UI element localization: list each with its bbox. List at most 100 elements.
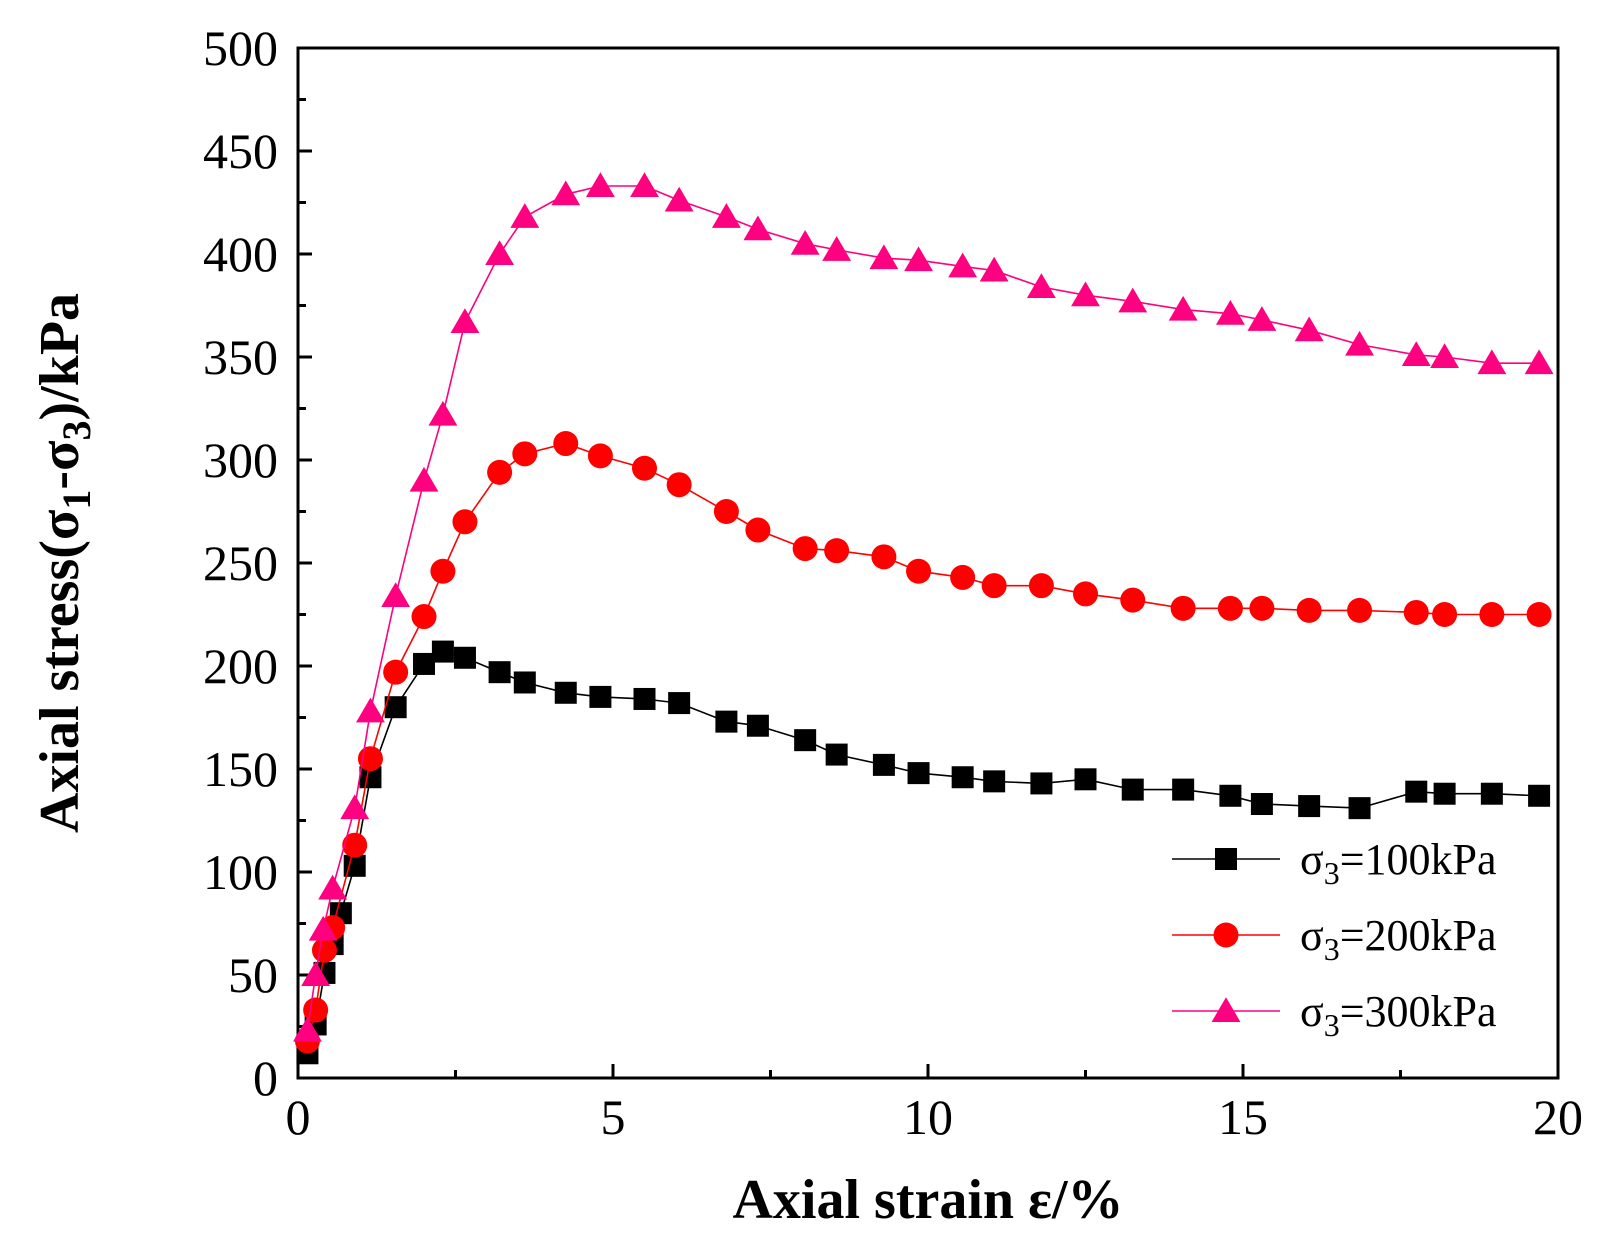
x-axis-title: Axial strain ε/% <box>732 1169 1123 1231</box>
data-point-triangle <box>381 582 411 607</box>
data-point-triangle <box>904 246 933 272</box>
data-point-square <box>1433 782 1456 805</box>
y-tick-label: 200 <box>203 638 278 694</box>
data-point-circle <box>1526 602 1552 627</box>
x-tick-label: 0 <box>286 1089 311 1145</box>
data-point-triangle <box>340 794 370 820</box>
data-point-triangle <box>1071 281 1100 307</box>
data-point-triangle <box>1247 306 1277 331</box>
y-tick-label: 50 <box>228 947 278 1003</box>
data-point-square <box>431 640 454 663</box>
data-point-triangle <box>743 215 773 241</box>
y-tick-label: 100 <box>203 844 278 900</box>
data-point-triangle <box>551 180 581 206</box>
data-point-triangle <box>1524 349 1554 375</box>
data-point-triangle <box>1118 287 1148 313</box>
y-tick-label: 0 <box>253 1050 278 1106</box>
data-point-square <box>1348 797 1371 820</box>
legend-label-value: =100kPa <box>1340 835 1497 884</box>
data-point-circle <box>587 443 613 469</box>
data-point-square <box>983 770 1006 793</box>
data-point-triangle <box>485 240 515 265</box>
data-point-triangle <box>1401 341 1431 366</box>
data-point-square <box>513 671 536 694</box>
data-point-circle <box>1347 597 1373 623</box>
legend-label-subscript: 3 <box>1324 1007 1340 1043</box>
data-point-square <box>1030 772 1053 795</box>
legend-item: σ3=300kPa <box>1172 987 1497 1043</box>
data-point-circle <box>871 544 897 570</box>
legend-item: σ3=100kPa <box>1172 835 1497 891</box>
data-point-triangle <box>869 244 899 270</box>
series-triangle <box>293 172 1554 1042</box>
data-point-square <box>715 710 738 733</box>
data-point-circle <box>632 455 657 481</box>
data-point-square <box>453 646 476 669</box>
data-point-circle <box>1217 595 1243 621</box>
data-point-square <box>1215 848 1237 870</box>
data-point-circle <box>950 564 976 590</box>
data-point-triangle <box>293 1016 322 1042</box>
data-point-triangle <box>1026 273 1056 298</box>
data-point-circle <box>713 499 739 524</box>
y-axis-title-sub-1: 1 <box>54 490 99 510</box>
data-point-square <box>359 766 382 789</box>
data-point-triangle <box>790 229 820 255</box>
y-axis-title-part-3: )/kPa <box>29 293 91 421</box>
data-point-circle <box>906 558 932 584</box>
data-point-square <box>825 743 848 766</box>
data-point-circle <box>512 441 538 467</box>
data-point-triangle <box>1215 299 1245 325</box>
data-point-circle <box>1028 573 1054 599</box>
data-point-square <box>633 687 656 710</box>
data-point-circle <box>411 604 437 630</box>
data-point-circle <box>1479 602 1505 627</box>
x-tick-label: 15 <box>1218 1089 1268 1145</box>
data-point-square <box>1480 782 1503 805</box>
data-point-square <box>1298 795 1321 818</box>
series-circle <box>294 431 1552 1054</box>
data-point-circle <box>792 536 818 562</box>
data-point-triangle <box>308 915 338 941</box>
legend-label-subscript: 3 <box>1324 855 1340 891</box>
data-point-triangle <box>1211 997 1241 1022</box>
data-point-square <box>951 766 974 789</box>
y-tick-label: 300 <box>203 432 278 488</box>
data-point-circle <box>430 558 456 584</box>
legend-label-symbol: σ <box>1300 911 1324 960</box>
data-point-circle <box>553 431 579 457</box>
data-series <box>293 172 1554 1065</box>
data-point-triangle <box>1168 295 1198 321</box>
legend-label-value: =200kPa <box>1340 911 1497 960</box>
x-tick-label: 5 <box>601 1089 626 1145</box>
data-point-square <box>343 854 366 877</box>
data-point-circle <box>1403 599 1429 625</box>
y-axis-title: Axial stress(σ1-σ3)/kPa <box>29 293 99 833</box>
data-point-circle <box>745 517 771 543</box>
data-point-triangle <box>356 697 385 723</box>
data-point-square <box>1172 778 1195 801</box>
data-point-square <box>1528 784 1551 807</box>
y-tick-label: 500 <box>203 20 278 76</box>
data-point-circle <box>1213 922 1239 948</box>
y-axis-title-sub-2: 3 <box>54 421 99 441</box>
data-point-square <box>1074 768 1097 791</box>
data-point-circle <box>1120 587 1146 613</box>
data-point-triangle <box>428 400 458 426</box>
data-point-triangle <box>630 172 659 198</box>
legend-item: σ3=200kPa <box>1172 911 1497 967</box>
data-point-triangle <box>585 172 615 198</box>
data-point-triangle <box>409 466 439 492</box>
data-point-circle <box>1170 595 1196 621</box>
x-tick-label: 10 <box>903 1089 953 1145</box>
legend-label-value: =300kPa <box>1340 987 1497 1036</box>
y-tick-label: 400 <box>203 226 278 282</box>
data-point-square <box>589 685 612 708</box>
data-point-square <box>1250 793 1273 816</box>
data-point-circle <box>452 509 478 535</box>
data-point-triangle <box>664 186 694 212</box>
data-point-triangle <box>510 203 540 228</box>
legend-label-symbol: σ <box>1300 835 1324 884</box>
